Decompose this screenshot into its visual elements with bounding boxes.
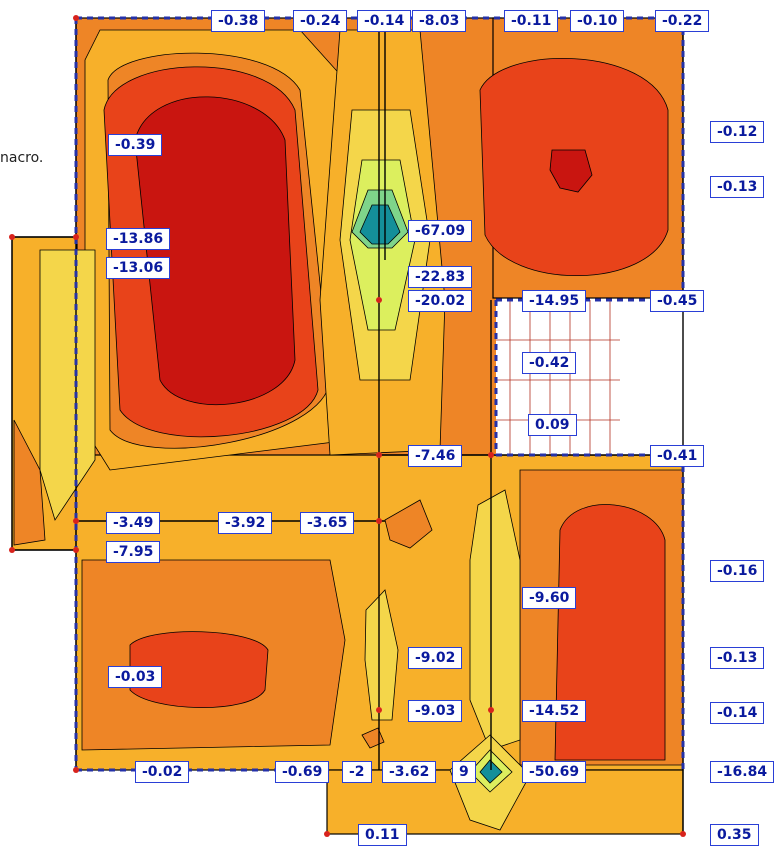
value-label: -0.10 xyxy=(570,10,625,32)
value-label: -7.46 xyxy=(408,445,463,467)
value-label: -0.45 xyxy=(650,290,705,312)
value-label: -0.13 xyxy=(710,647,765,669)
value-label: -14.95 xyxy=(522,290,587,312)
value-label: -0.16 xyxy=(710,560,765,582)
zone-ur-dark xyxy=(549,149,593,193)
value-label: -3.92 xyxy=(218,512,273,534)
zone-low-yellow xyxy=(469,489,521,751)
support-points xyxy=(9,15,686,837)
value-label: 0.35 xyxy=(710,824,759,846)
value-label: -14.52 xyxy=(522,700,587,722)
value-label: -9.60 xyxy=(522,587,577,609)
zone-ll-red xyxy=(129,631,269,709)
value-label: -9.02 xyxy=(408,647,463,669)
value-label: -0.69 xyxy=(275,761,330,783)
value-label: -0.22 xyxy=(655,10,710,32)
zone-column-teal xyxy=(359,204,401,245)
value-label: -2 xyxy=(342,761,372,783)
value-label: -22.83 xyxy=(408,266,473,288)
value-label: -0.41 xyxy=(650,445,705,467)
value-label: -7.95 xyxy=(106,541,161,563)
value-label: -13.86 xyxy=(106,228,171,250)
zone-wing-yellow xyxy=(39,249,96,521)
opening xyxy=(496,300,682,455)
partial-side-text: nacro. xyxy=(0,150,44,166)
zone-wing-orange xyxy=(13,419,46,546)
value-label: -67.09 xyxy=(408,220,473,242)
value-label: -8.03 xyxy=(412,10,467,32)
value-label: -3.49 xyxy=(106,512,161,534)
value-label: -3.62 xyxy=(382,761,437,783)
contour-zones xyxy=(13,29,684,831)
zone-lr-red xyxy=(554,504,666,761)
value-label: -0.13 xyxy=(710,176,765,198)
zone-blob-1 xyxy=(384,499,433,549)
value-label: -0.14 xyxy=(710,702,765,724)
value-label: -0.12 xyxy=(710,121,765,143)
value-label: -0.14 xyxy=(357,10,412,32)
value-label: 0.09 xyxy=(528,414,577,436)
zone-peak-green xyxy=(479,759,503,784)
zone-ul-dark xyxy=(134,96,296,406)
value-label: -20.02 xyxy=(408,290,473,312)
value-label: -9.03 xyxy=(408,700,463,722)
value-label: 9 xyxy=(452,761,476,783)
value-label: -3.65 xyxy=(300,512,355,534)
value-label: -0.39 xyxy=(108,134,163,156)
value-label: -0.38 xyxy=(211,10,266,32)
value-label: -13.06 xyxy=(106,257,171,279)
zone-low-yellow-2 xyxy=(364,589,399,721)
value-label: -16.84 xyxy=(710,761,775,783)
value-label: -0.02 xyxy=(135,761,190,783)
value-label: -0.24 xyxy=(293,10,348,32)
value-label: -0.42 xyxy=(522,352,577,374)
value-label: -0.03 xyxy=(108,666,163,688)
value-label: -0.11 xyxy=(504,10,559,32)
value-label: 0.11 xyxy=(358,824,407,846)
value-label: -50.69 xyxy=(522,761,587,783)
